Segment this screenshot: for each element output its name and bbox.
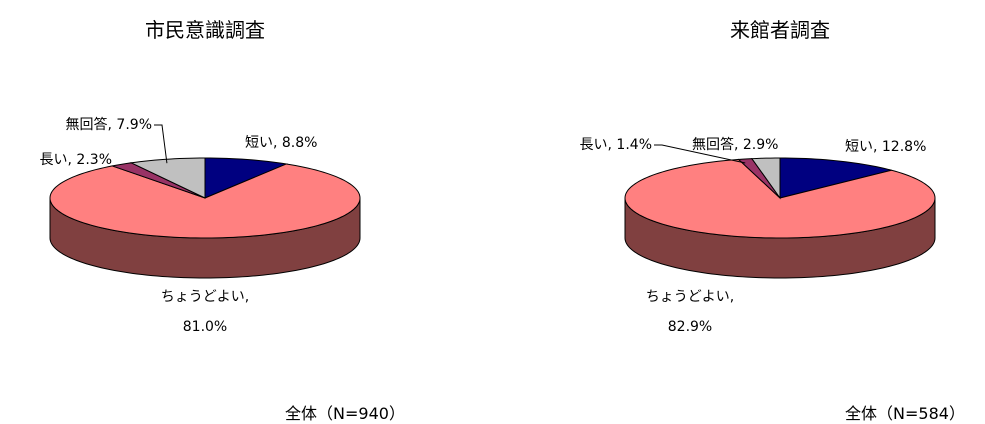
data-label: 長い, 1.4%: [579, 137, 652, 153]
chart-note: 全体（N=940）: [285, 404, 405, 423]
leader-line: [154, 124, 168, 164]
data-label: ちょうどよい, 82.9%: [645, 289, 735, 335]
pie-slice: [204, 157, 289, 199]
chart-title: 市民意識調査: [145, 18, 265, 42]
pie-slice: [750, 157, 781, 200]
pie-slice: [129, 157, 206, 199]
chart-title: 来館者調査: [730, 18, 830, 42]
data-label: 長い, 2.3%: [39, 152, 112, 168]
data-label: 短い, 12.8%: [845, 139, 927, 155]
pie-slice: [49, 163, 361, 239]
pie-slice: [779, 157, 892, 199]
data-label: 無回答, 2.9%: [692, 137, 779, 153]
leader-line: [654, 144, 746, 164]
data-label: 短い, 8.8%: [245, 135, 318, 151]
data-label: ちょうどよい, 81.0%: [160, 289, 250, 335]
chart-note: 全体（N=584）: [845, 404, 965, 423]
data-label: 無回答, 7.9%: [65, 117, 152, 133]
